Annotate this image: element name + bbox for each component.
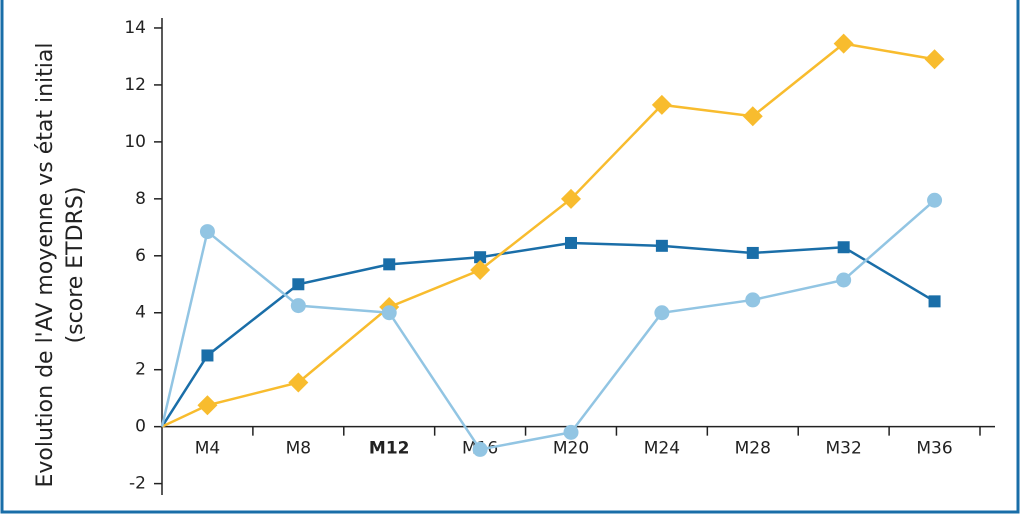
marker <box>474 251 487 264</box>
series-line <box>160 241 936 428</box>
marker <box>746 246 759 259</box>
y-tick-label: -2 <box>129 474 146 494</box>
x-tick-label: M36 <box>916 439 952 459</box>
marker <box>381 305 397 321</box>
marker <box>290 298 306 314</box>
x-tick-label: M4 <box>195 439 220 459</box>
marker <box>837 241 850 254</box>
marker <box>833 33 854 54</box>
x-tick-label: M20 <box>553 439 589 459</box>
y-axis-label: (score ETDRS) <box>63 187 88 344</box>
marker <box>288 372 309 393</box>
marker <box>836 272 852 288</box>
series-line <box>160 199 936 451</box>
y-tick-label: 8 <box>135 189 146 209</box>
x-tick-label: M28 <box>735 439 771 459</box>
y-tick-label: 0 <box>135 417 146 437</box>
series-line <box>161 42 935 428</box>
marker <box>383 258 396 271</box>
marker <box>292 278 305 291</box>
marker <box>745 292 761 308</box>
marker <box>563 424 579 440</box>
marker <box>927 192 943 208</box>
y-tick-label: 12 <box>124 75 146 95</box>
marker <box>742 106 763 127</box>
y-tick-label: 2 <box>135 360 146 380</box>
y-tick-label: 6 <box>135 246 146 266</box>
y-tick-label: 14 <box>124 18 146 38</box>
marker <box>651 94 672 115</box>
x-tick-label: M12 <box>369 439 410 459</box>
marker <box>561 188 581 209</box>
y-tick-label: 4 <box>135 303 146 323</box>
marker <box>201 349 214 362</box>
y-tick-label: 10 <box>124 132 146 152</box>
marker <box>928 295 941 308</box>
y-axis-label: Evolution de l'AV moyenne vs état initia… <box>33 42 58 487</box>
x-tick-label: M8 <box>286 439 311 459</box>
marker <box>565 236 577 249</box>
marker <box>197 395 218 416</box>
marker <box>199 224 215 240</box>
x-tick-label: M32 <box>826 439 862 459</box>
marker <box>924 49 945 70</box>
marker <box>655 239 668 252</box>
x-tick-label: M24 <box>644 439 680 459</box>
marker <box>472 441 488 457</box>
marker <box>654 305 670 321</box>
marker <box>470 260 491 281</box>
